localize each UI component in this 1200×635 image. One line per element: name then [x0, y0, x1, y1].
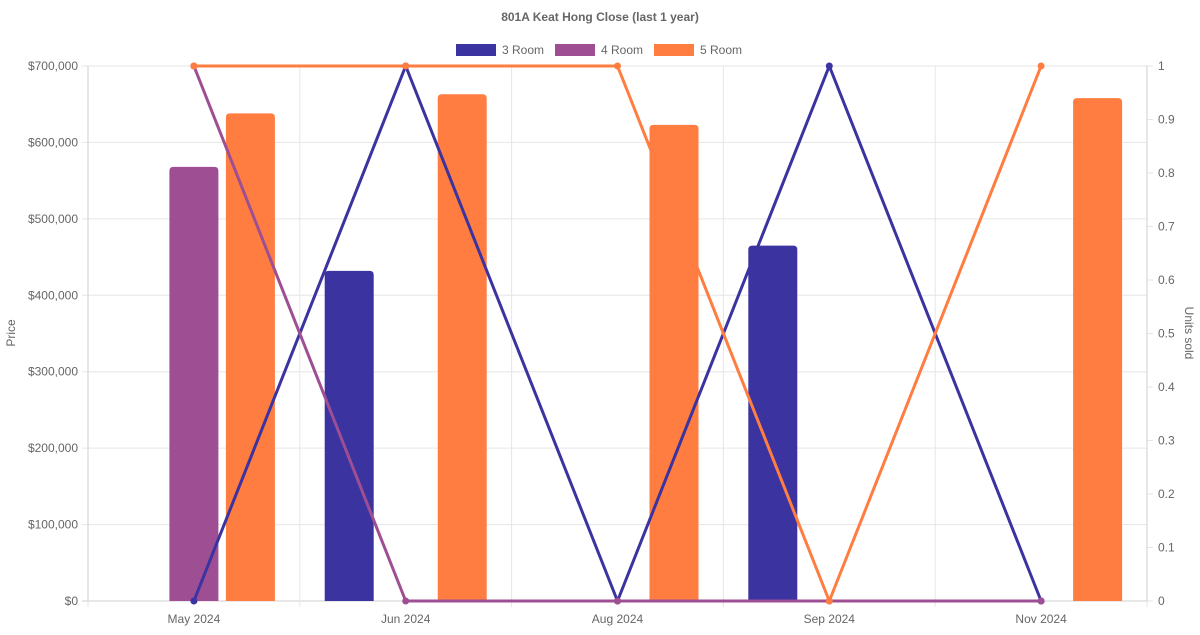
y2-tick-label: 0.9	[1158, 113, 1175, 127]
bar-4-room	[169, 166, 219, 601]
y2-tick-label: 0.3	[1158, 434, 1175, 448]
legend-label: 3 Room	[502, 43, 544, 57]
point-4-room	[1037, 597, 1045, 605]
y-tick-label: $100,000	[28, 518, 78, 532]
bar-5-room	[437, 94, 487, 602]
x-tick-label: May 2024	[168, 612, 221, 626]
y-tick-label: $700,000	[28, 59, 78, 73]
point-5-room	[190, 62, 198, 70]
line-3-room	[192, 64, 1043, 603]
y2-tick-label: 0.7	[1158, 220, 1175, 234]
legend-swatch	[555, 44, 595, 56]
legend-item-5-room[interactable]: 5 Room	[654, 43, 742, 57]
point-3-room	[190, 597, 198, 605]
bar-5-room	[649, 124, 699, 601]
legend-label: 5 Room	[700, 43, 742, 57]
x-tick-label: Jun 2024	[381, 612, 431, 626]
y2-tick-label: 1	[1158, 59, 1165, 73]
legend-swatch	[654, 44, 694, 56]
line-5-room	[193, 64, 1043, 603]
bar-3-room	[324, 270, 374, 601]
legend-item-4-room[interactable]: 4 Room	[555, 43, 643, 57]
y-tick-label: $500,000	[28, 212, 78, 226]
y-tick-label: $400,000	[28, 288, 78, 302]
y2-tick-label: 0.1	[1158, 541, 1175, 555]
x-tick-label: Sep 2024	[804, 612, 856, 626]
bar-5-room	[1073, 98, 1123, 601]
line-marks	[190, 62, 1045, 605]
bar-5-room	[225, 113, 275, 601]
line-4-room	[192, 65, 1042, 603]
x-tick-label: Aug 2024	[592, 612, 644, 626]
y2-tick-label: 0.5	[1158, 327, 1175, 341]
point-5-room	[1037, 62, 1045, 70]
legend-item-3-room[interactable]: 3 Room	[456, 43, 544, 57]
y2-tick-label: 0.8	[1158, 166, 1175, 180]
legend[interactable]: 3 Room 4 Room 5 Room	[456, 43, 742, 57]
legend-swatch	[456, 44, 496, 56]
point-4-room	[402, 597, 410, 605]
point-3-room	[825, 62, 833, 70]
axis-ticks: $0 $100,000 $200,000 $300,000 $400,000 $500,0…	[28, 59, 1175, 626]
chart-title: 801A Keat Hong Close (last 1 year)	[501, 10, 699, 24]
point-4-room	[614, 597, 621, 605]
y2-axis-label: Units sold	[1182, 307, 1196, 360]
y2-tick-label: 0	[1158, 594, 1165, 608]
y-tick-label: $0	[65, 594, 79, 608]
y-axis-label: Price	[4, 319, 18, 347]
point-5-room	[614, 62, 621, 70]
bar-marks	[169, 94, 1123, 602]
legend-label: 4 Room	[601, 43, 643, 57]
y2-tick-label: 0.2	[1158, 487, 1175, 501]
point-5-room	[402, 62, 410, 70]
y2-tick-label: 0.6	[1158, 273, 1175, 287]
y-tick-label: $300,000	[28, 365, 78, 379]
point-5-room	[825, 597, 833, 605]
y-tick-label: $200,000	[28, 441, 78, 455]
bar-3-room	[748, 245, 798, 601]
y2-tick-label: 0.4	[1158, 380, 1175, 394]
x-tick-label: Nov 2024	[1015, 612, 1067, 626]
y-tick-label: $600,000	[28, 135, 78, 149]
